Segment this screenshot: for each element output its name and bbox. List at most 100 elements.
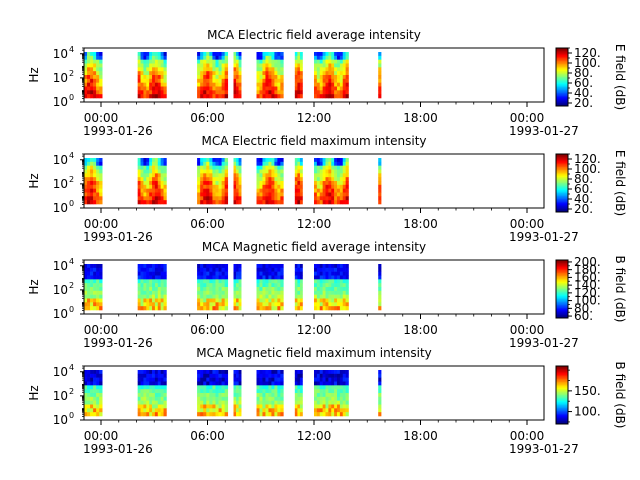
spectrogram-cell bbox=[319, 408, 323, 413]
spectrogram-cell bbox=[197, 393, 201, 398]
spectrogram-cell bbox=[209, 71, 213, 76]
spectrogram-cell bbox=[224, 275, 229, 280]
spectrogram-cell bbox=[297, 404, 301, 409]
spectrogram-cell bbox=[160, 408, 164, 413]
spectrogram-cell bbox=[271, 158, 275, 163]
spectrogram-cell bbox=[268, 404, 272, 409]
spectrogram-cell bbox=[328, 385, 332, 390]
y-tick-label: 10 bbox=[53, 307, 68, 321]
spectrogram-cell bbox=[325, 381, 329, 386]
spectrogram-cell bbox=[268, 90, 272, 95]
spectrogram-cell bbox=[203, 377, 207, 382]
colorbar-swatch bbox=[556, 91, 568, 94]
spectrogram-cell bbox=[328, 78, 332, 83]
spectrogram-cell bbox=[342, 184, 346, 189]
spectrogram-cell bbox=[140, 385, 144, 390]
spectrogram-cell bbox=[203, 264, 207, 269]
spectrogram-cell bbox=[271, 52, 275, 57]
spectrogram-cell bbox=[314, 200, 318, 205]
spectrogram-cell bbox=[154, 82, 159, 87]
spectrogram-cell bbox=[84, 196, 88, 201]
spectrogram-cell bbox=[337, 302, 341, 307]
spectrogram-cell bbox=[149, 165, 153, 170]
y-tick-label: 10 bbox=[53, 259, 68, 273]
spectrogram-cell bbox=[218, 306, 222, 311]
spectrogram-cell bbox=[265, 400, 269, 405]
colorbar-tick-label: 80. bbox=[574, 66, 593, 80]
spectrogram-cell bbox=[215, 404, 219, 409]
colorbar-swatch bbox=[556, 381, 568, 384]
colorbar-label: E field (dB) bbox=[613, 150, 627, 216]
spectrogram-cell bbox=[319, 400, 323, 405]
spectrogram-cell bbox=[265, 52, 269, 57]
x-tick-label: 00:00 bbox=[84, 111, 119, 125]
spectrogram-cell bbox=[277, 169, 281, 174]
spectrogram-cell bbox=[322, 396, 326, 401]
spectrogram-cell bbox=[262, 298, 266, 303]
spectrogram-cell bbox=[277, 52, 281, 57]
spectrogram-cell bbox=[152, 393, 156, 398]
spectrogram-cell bbox=[345, 302, 349, 307]
colorbar-swatch bbox=[556, 294, 568, 297]
spectrogram-cell bbox=[163, 287, 167, 292]
spectrogram-cell bbox=[215, 169, 219, 174]
spectrogram-cell bbox=[236, 181, 239, 186]
spectrogram-cell bbox=[96, 188, 100, 193]
spectrogram-cell bbox=[221, 404, 225, 409]
spectrogram-cell bbox=[236, 279, 239, 284]
spectrogram-cell bbox=[137, 412, 141, 417]
colorbar-swatch bbox=[556, 203, 568, 206]
spectrogram-cell bbox=[345, 188, 349, 193]
spectrogram-cell bbox=[143, 408, 147, 413]
spectrogram-cell bbox=[322, 82, 326, 87]
spectrogram-cell bbox=[280, 275, 284, 280]
spectrogram-cell bbox=[140, 184, 144, 189]
spectrogram-cell bbox=[209, 306, 213, 311]
spectrogram-cell bbox=[93, 165, 97, 170]
spectrogram-cell bbox=[294, 158, 298, 163]
spectrogram-cell bbox=[218, 63, 222, 68]
spectrogram-cell bbox=[280, 412, 284, 417]
spectrogram-cell bbox=[233, 408, 237, 413]
spectrogram-cell bbox=[322, 389, 326, 394]
colorbar-swatch bbox=[556, 399, 568, 402]
spectrogram-cell bbox=[262, 400, 266, 405]
spectrogram-cell bbox=[137, 67, 141, 72]
colorbar-swatch bbox=[556, 69, 568, 72]
spectrogram-cell bbox=[206, 52, 210, 57]
spectrogram-cell bbox=[224, 165, 229, 170]
spectrogram-cell bbox=[212, 158, 216, 163]
spectrogram-cell bbox=[319, 275, 323, 280]
spectrogram-cell bbox=[146, 161, 150, 166]
spectrogram-cell bbox=[319, 389, 323, 394]
spectrogram-cell bbox=[236, 385, 239, 390]
spectrogram-cell bbox=[274, 67, 278, 72]
spectrogram-cell bbox=[140, 377, 144, 382]
colorbar-swatch bbox=[556, 103, 568, 105]
spectrogram-cell bbox=[215, 370, 219, 375]
spectrogram-cell bbox=[271, 173, 275, 178]
colorbar-swatch bbox=[556, 422, 568, 425]
spectrogram-cell bbox=[200, 184, 204, 189]
spectrogram-cell bbox=[294, 173, 298, 178]
spectrogram-cell bbox=[157, 287, 161, 292]
spectrogram-cell bbox=[212, 63, 216, 68]
spectrogram-cell bbox=[316, 264, 321, 269]
colorbar-swatch bbox=[556, 180, 568, 182]
colorbar-swatch bbox=[556, 415, 568, 418]
colorbar-swatch bbox=[556, 52, 568, 55]
spectrogram-cell bbox=[294, 177, 298, 182]
spectrogram-cell bbox=[238, 165, 242, 170]
spectrogram-cell bbox=[224, 393, 229, 398]
spectrogram-cell bbox=[280, 287, 284, 292]
spectrogram-cell bbox=[152, 184, 156, 189]
spectrogram-cell bbox=[90, 158, 94, 163]
spectrogram-cell bbox=[224, 86, 229, 91]
spectrogram-cell bbox=[256, 400, 260, 405]
spectrogram-cell bbox=[87, 52, 91, 57]
spectrogram-cell bbox=[209, 404, 213, 409]
spectrogram-cell bbox=[331, 90, 335, 95]
spectrogram-cell bbox=[339, 188, 344, 193]
spectrogram-cell bbox=[271, 400, 275, 405]
spectrogram-cell bbox=[262, 94, 266, 99]
